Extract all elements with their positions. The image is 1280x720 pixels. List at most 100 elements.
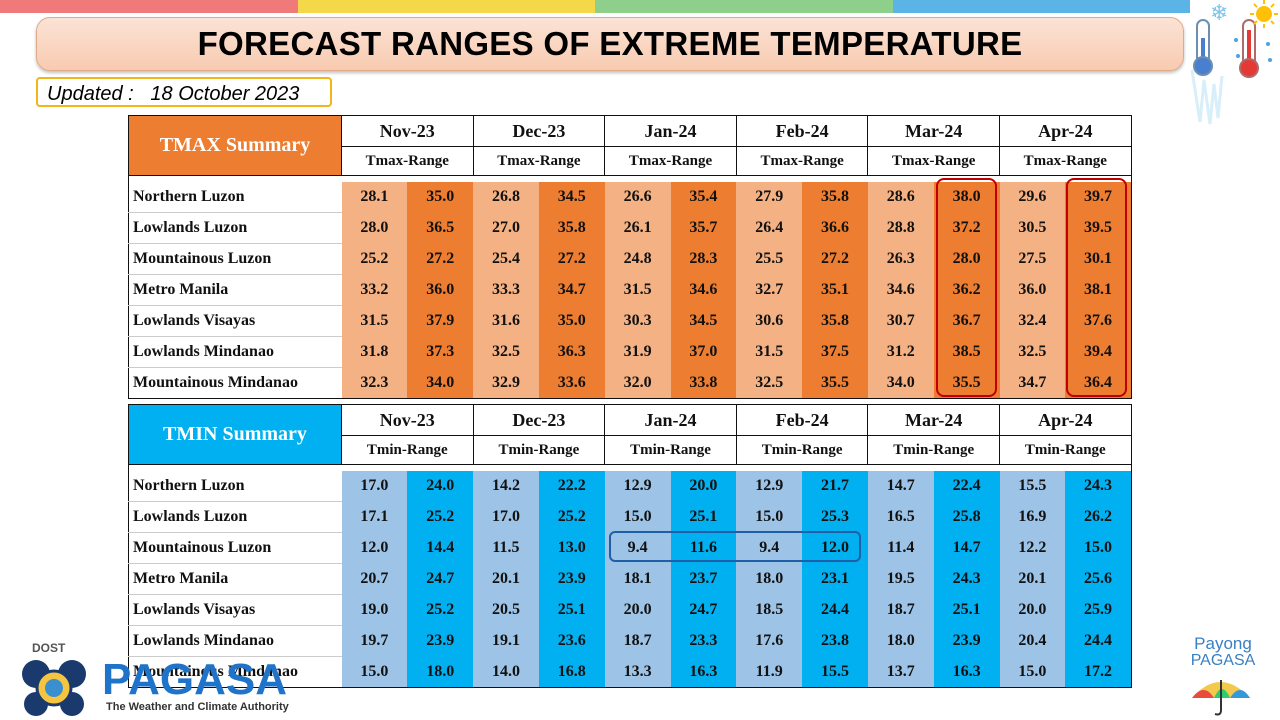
range-high-cell: 25.2	[407, 594, 474, 626]
tmin-month-header: Dec-23	[472, 404, 606, 436]
range-low-cell: 19.1	[473, 625, 539, 657]
range-low-cell: 18.5	[736, 594, 803, 626]
range-high-cell: 36.6	[802, 212, 868, 244]
range-low-cell: 26.8	[473, 182, 539, 213]
range-high-cell: 11.6	[670, 532, 737, 564]
tmin-month-header: Jan-24	[604, 404, 737, 436]
range-high-cell: 34.6	[670, 274, 737, 306]
range-high-cell: 13.0	[538, 532, 605, 564]
range-low-cell: 12.9	[604, 471, 671, 502]
range-high-cell: 34.0	[407, 367, 474, 399]
range-low-cell: 32.5	[736, 367, 803, 399]
range-high-cell: 37.3	[407, 336, 474, 368]
dost-text: DOST	[32, 641, 66, 655]
tmin-month-header: Mar-24	[867, 404, 1000, 436]
range-low-cell: 18.0	[736, 563, 803, 595]
range-low-cell: 17.6	[736, 625, 803, 657]
range-low-cell: 25.4	[473, 243, 539, 275]
range-high-cell: 14.7	[933, 532, 1000, 564]
top-color-strip	[0, 0, 1190, 13]
range-high-cell: 24.3	[933, 563, 1000, 595]
range-high-cell: 36.2	[933, 274, 1000, 306]
region-label: Metro Manila	[128, 274, 342, 306]
region-label: Lowlands Mindanao	[128, 336, 342, 368]
range-high-cell: 39.5	[1065, 212, 1132, 244]
range-high-cell: 23.3	[670, 625, 737, 657]
range-low-cell: 20.0	[999, 594, 1066, 626]
range-low-cell: 27.5	[999, 243, 1066, 275]
range-high-cell: 35.8	[538, 212, 605, 244]
range-high-cell: 15.0	[1065, 532, 1132, 564]
range-high-cell: 38.0	[933, 182, 1000, 213]
range-high-cell: 25.3	[802, 501, 868, 533]
range-low-cell: 20.4	[999, 625, 1066, 657]
range-low-cell: 28.1	[341, 182, 408, 213]
tmin-range-subheader: Tmin-Range	[472, 435, 606, 465]
region-label: Mountainous Mindanao	[128, 367, 342, 399]
tmax-month-header: Nov-23	[341, 115, 474, 147]
range-low-cell: 30.7	[867, 305, 934, 337]
range-low-cell: 9.4	[736, 532, 803, 564]
range-high-cell: 39.7	[1065, 182, 1132, 213]
range-high-cell: 18.0	[407, 656, 474, 688]
region-label: Lowlands Mindanao	[128, 625, 342, 657]
range-high-cell: 23.9	[407, 625, 474, 657]
highlight-apr-24-tmax	[1066, 178, 1127, 397]
range-low-cell: 11.5	[473, 532, 539, 564]
range-low-cell: 13.3	[604, 656, 671, 688]
range-low-cell: 30.3	[604, 305, 671, 337]
range-low-cell: 20.1	[473, 563, 539, 595]
range-low-cell: 30.6	[736, 305, 803, 337]
range-low-cell: 26.6	[604, 182, 671, 213]
range-high-cell: 23.9	[538, 563, 605, 595]
payong-pagasa-logo: Payong PAGASA	[1191, 634, 1256, 716]
tmin-range-subheader: Tmin-Range	[735, 435, 869, 465]
range-high-cell: 37.5	[802, 336, 868, 368]
range-high-cell: 25.6	[1065, 563, 1132, 595]
table-row: Mountainous Mindanao 15.0 18.0 14.0 16.8 13.3…	[128, 656, 1132, 688]
tmax-month-header: Jan-24	[604, 115, 737, 147]
range-high-cell: 24.7	[670, 594, 737, 626]
range-low-cell: 15.0	[341, 656, 408, 688]
dost-logo: DOST	[22, 641, 86, 716]
range-high-cell: 27.2	[407, 243, 474, 275]
range-low-cell: 20.7	[341, 563, 408, 595]
range-low-cell: 16.5	[867, 501, 934, 533]
range-low-cell: 12.0	[341, 532, 408, 564]
tmin-month-header: Nov-23	[341, 404, 474, 436]
range-low-cell: 12.2	[999, 532, 1066, 564]
range-low-cell: 26.3	[867, 243, 934, 275]
range-high-cell: 22.4	[933, 471, 1000, 502]
table-row: Metro Manila 20.7 24.7 20.1 23.9 18.1 23.7 18.0…	[128, 563, 1132, 595]
region-label: Lowlands Visayas	[128, 305, 342, 337]
range-low-cell: 33.2	[341, 274, 408, 306]
tmax-month-header: Mar-24	[867, 115, 1000, 147]
range-high-cell: 35.0	[538, 305, 605, 337]
range-high-cell: 33.6	[538, 367, 605, 399]
range-low-cell: 19.7	[341, 625, 408, 657]
range-low-cell: 32.7	[736, 274, 803, 306]
range-low-cell: 14.7	[867, 471, 934, 502]
range-low-cell: 32.4	[999, 305, 1066, 337]
range-low-cell: 32.0	[604, 367, 671, 399]
updated-date: 18 October 2023	[150, 83, 300, 105]
range-high-cell: 21.7	[802, 471, 868, 502]
range-high-cell: 16.8	[538, 656, 605, 688]
range-low-cell: 31.6	[473, 305, 539, 337]
range-high-cell: 34.7	[538, 274, 605, 306]
range-low-cell: 18.7	[867, 594, 934, 626]
table-row: Northern Luzon 17.0 24.0 14.2 22.2 12.9 20.0 12…	[128, 471, 1132, 502]
range-high-cell: 25.1	[670, 501, 737, 533]
tmax-range-subheader: Tmax-Range	[604, 146, 737, 176]
range-high-cell: 37.6	[1065, 305, 1132, 337]
range-high-cell: 26.2	[1065, 501, 1132, 533]
range-high-cell: 37.2	[933, 212, 1000, 244]
range-low-cell: 20.0	[604, 594, 671, 626]
range-low-cell: 18.0	[867, 625, 934, 657]
table-row: Mountainous Mindanao 32.3 34.0 32.9 33.6 32.0…	[128, 367, 1132, 399]
tmax-summary-label: TMAX Summary	[128, 115, 342, 176]
range-high-cell: 38.1	[1065, 274, 1132, 306]
tmax-spacer-row	[128, 175, 1132, 182]
payong-text: Payong	[1194, 634, 1252, 653]
table-row: Metro Manila 33.2 36.0 33.3 34.7 31.5 34.6 32.7…	[128, 274, 1132, 306]
